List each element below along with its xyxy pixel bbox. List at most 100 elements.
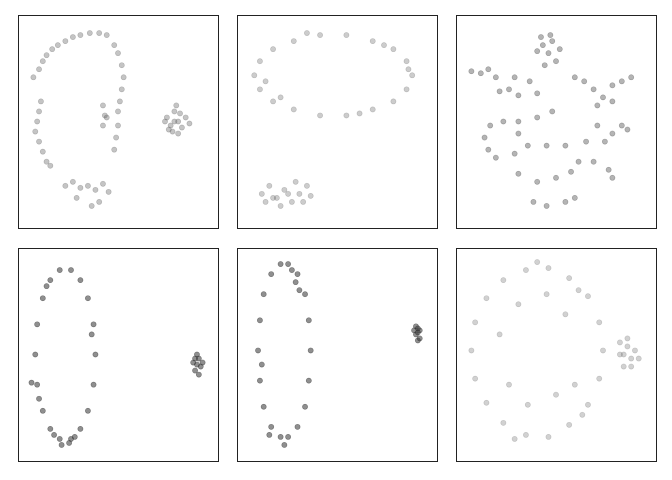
scatter-point (618, 122, 625, 129)
scatter-point (56, 267, 63, 273)
scatter-point (390, 98, 397, 105)
scatter-point (543, 291, 550, 298)
scatter-point (305, 377, 312, 384)
scatter-point (258, 190, 265, 197)
scatter-point (258, 361, 265, 368)
panel-frame (18, 248, 219, 462)
scatter-point (281, 442, 288, 448)
scatter-point (409, 72, 416, 79)
scatter-point (39, 148, 46, 155)
scatter-point (294, 271, 301, 277)
scatter-point (600, 347, 606, 354)
scatter-point (600, 94, 606, 101)
scatter-point (86, 30, 93, 36)
scatter-point (343, 112, 350, 119)
scatter-point (88, 331, 95, 338)
scatter-point (257, 58, 263, 65)
scatter-point (90, 381, 97, 388)
scatter-point (294, 423, 301, 430)
scatter-point (255, 347, 261, 354)
scatter-point (571, 74, 578, 81)
scatter-point (285, 190, 292, 197)
scatter-point (288, 198, 295, 205)
scatter-point (58, 442, 65, 448)
scatter-point (167, 122, 174, 129)
scatter-point (594, 102, 601, 109)
scatter-point (596, 319, 603, 326)
scatter-point (481, 134, 488, 141)
scatter-point (534, 178, 541, 185)
scatter-point (304, 30, 310, 36)
scatter-point (100, 180, 106, 187)
scatter-point (609, 82, 616, 89)
scatter-point (69, 178, 76, 185)
scatter-point (73, 194, 80, 201)
scatter-point (483, 295, 490, 302)
scatter-point (47, 425, 54, 432)
scatter-point (545, 50, 552, 57)
scatter-point (30, 74, 37, 81)
scatter-point (38, 98, 44, 105)
scatter-point (485, 66, 492, 73)
scatter-point (317, 112, 323, 119)
scatter-point (268, 271, 275, 277)
panel-frame (456, 248, 657, 462)
scatter-point (36, 108, 42, 115)
scatter-point (39, 58, 46, 65)
scatter-point (523, 431, 529, 438)
scatter-point (628, 355, 635, 362)
scatter-point (534, 90, 541, 97)
scatter-point (175, 130, 182, 137)
scatter-point (43, 283, 50, 290)
scatter-point (92, 186, 99, 193)
scatter-point (302, 403, 308, 410)
scatter-point (262, 78, 269, 85)
scatter-point (492, 154, 499, 161)
scatter-point (369, 106, 376, 113)
scatter-point (85, 182, 91, 189)
scatter-point (500, 277, 507, 284)
scatter-point (186, 120, 193, 127)
scatter-point (515, 92, 522, 99)
panel-frame (237, 15, 438, 229)
scatter-point (32, 128, 39, 135)
scatter-point (111, 146, 118, 153)
scatter-point (635, 355, 642, 362)
scatter-point (68, 267, 74, 273)
scatter-point (163, 114, 170, 121)
scatter-point (485, 146, 492, 153)
scatter-point (562, 311, 569, 318)
scatter-point (43, 158, 50, 165)
scatter-point (101, 112, 108, 119)
scatter-point (596, 375, 603, 382)
scatter-point (47, 277, 54, 284)
scatter-point (624, 335, 631, 342)
scatter-point (165, 126, 172, 133)
scatter-point (171, 118, 178, 125)
scatter-point (251, 72, 258, 79)
scatter-point (500, 419, 507, 426)
scatter-point (260, 403, 267, 410)
scatter-point (36, 395, 42, 402)
scatter-point (62, 38, 69, 44)
scatter-point (530, 198, 537, 205)
scatter-point (468, 68, 475, 75)
scatter-point (524, 401, 531, 408)
scatter-point (192, 367, 198, 374)
scatter-point (179, 124, 185, 131)
scatter-point (356, 110, 363, 117)
scatter-point (257, 317, 263, 324)
scatter-point (609, 130, 616, 137)
scatter-point (77, 425, 84, 432)
scatter-point (257, 377, 263, 384)
scatter-point (270, 194, 276, 201)
scatter-point (111, 42, 118, 49)
scatter-point (549, 108, 556, 115)
scatter-point (581, 78, 588, 85)
scatter-point (566, 421, 573, 428)
scatter-point (115, 50, 121, 57)
scatter-point (506, 381, 512, 388)
scatter-point (302, 291, 308, 298)
scatter-point (56, 436, 63, 442)
